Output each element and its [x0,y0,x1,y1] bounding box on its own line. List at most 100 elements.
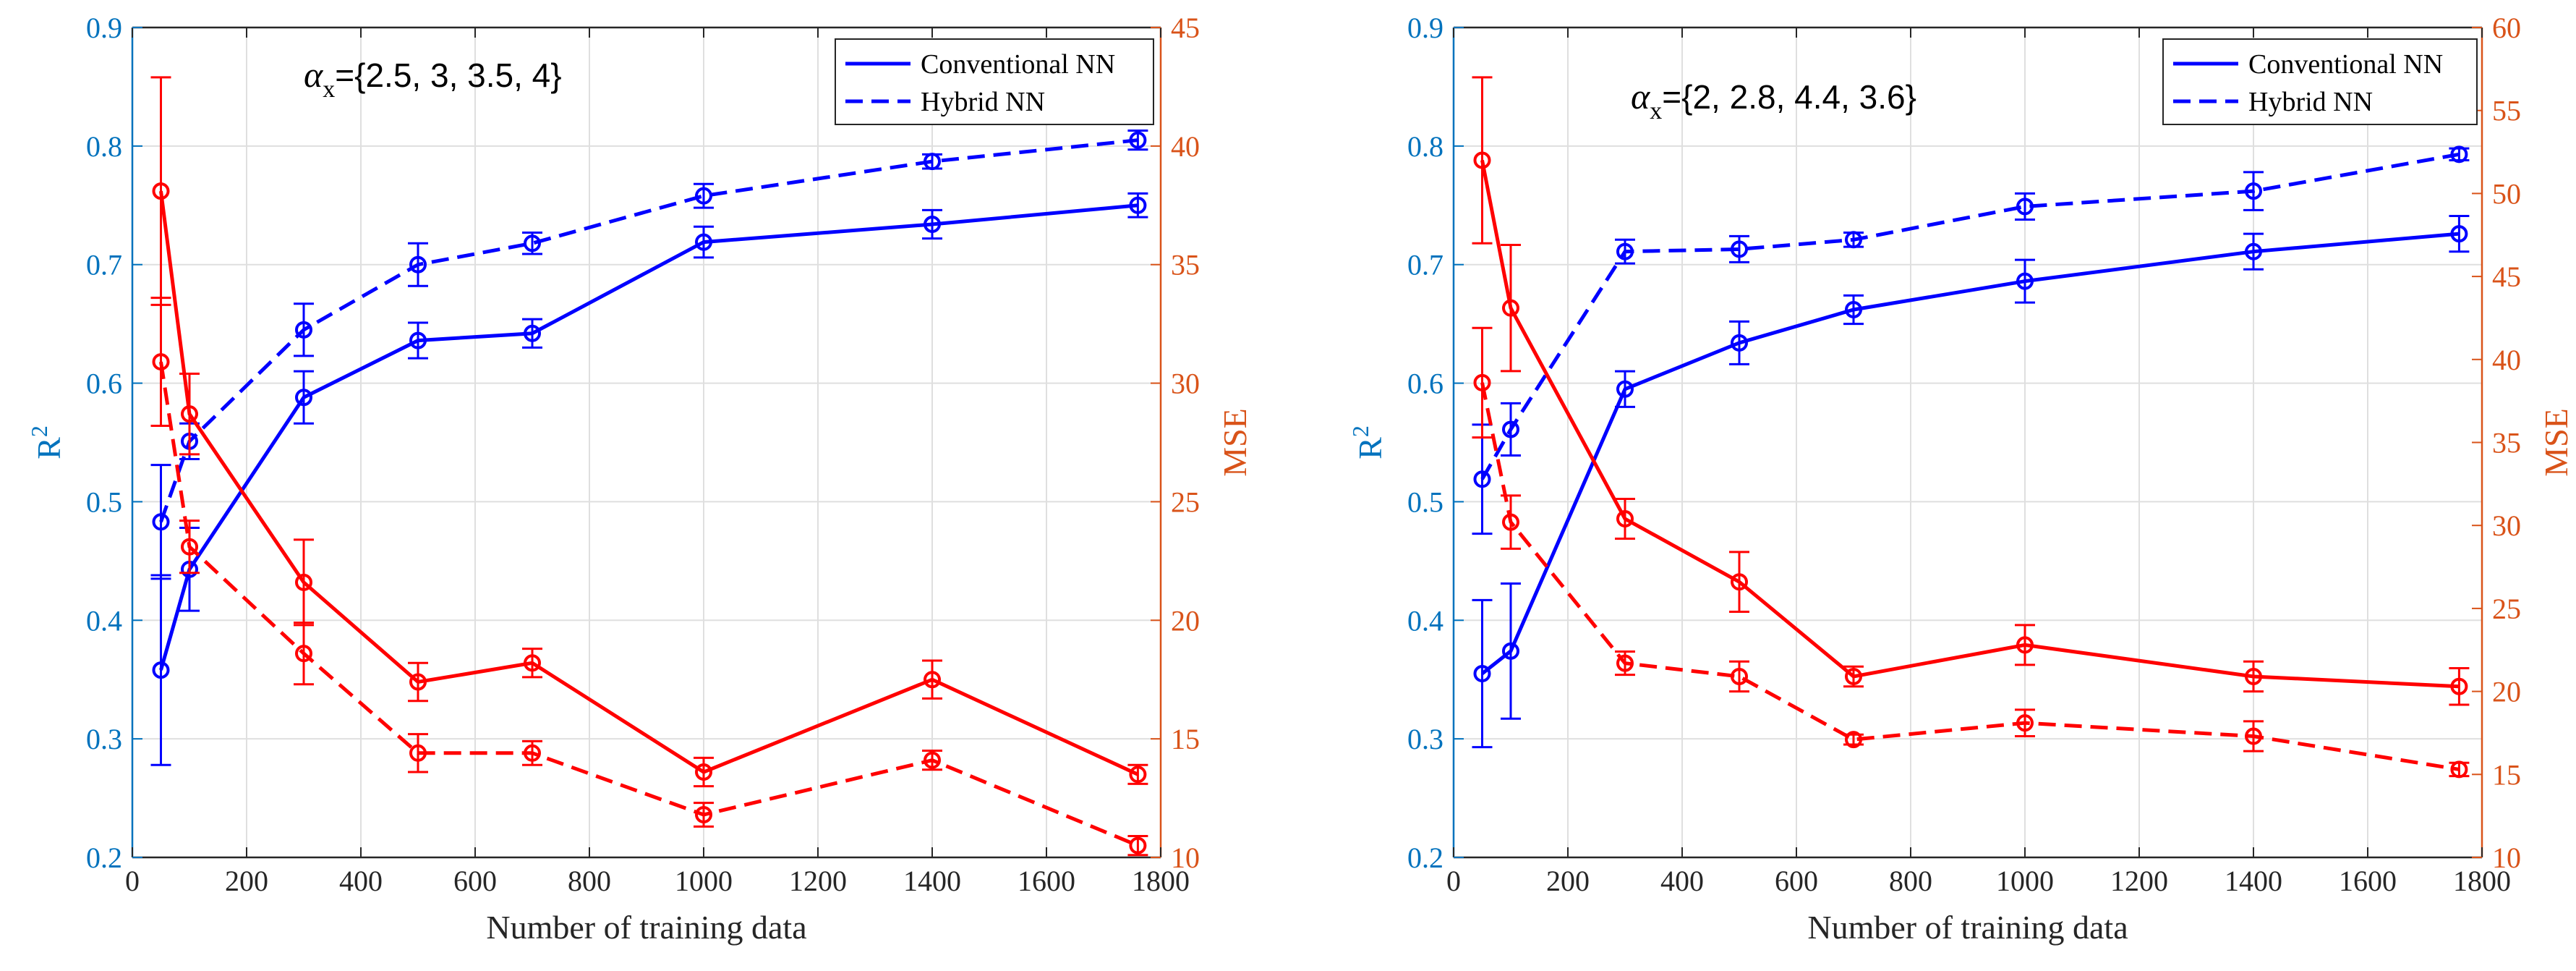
right-y-tick-label: 25 [1171,486,1200,518]
data-point [1473,373,1491,391]
data-point [295,645,312,663]
data-point [1616,510,1634,528]
grid [1453,27,2483,858]
right-y-tick-label: 35 [2492,427,2521,459]
legend-entry: Hybrid NN [2248,87,2373,117]
data-point [1845,300,1862,318]
data-point [524,234,541,253]
data-point [695,187,712,205]
data-point [1502,513,1519,531]
left-y-tick-label: 0.5 [86,486,122,518]
data-point [181,538,198,556]
x-tick-label: 1600 [2339,865,2397,897]
series-4 [1472,326,2470,779]
data-point [152,661,170,679]
x-tick-label: 1400 [2225,865,2282,897]
series-3 [150,76,1148,788]
left-y-tick-label: 0.5 [1407,486,1443,518]
legend: Conventional NN Hybrid NN [2162,38,2478,125]
left-y-tick-label: 0.8 [1407,130,1443,163]
x-tick-label: 1800 [1132,865,1190,897]
x-tick-label: 1000 [1996,865,2054,897]
data-point [1502,642,1519,660]
right-y-tick-label: 30 [1171,368,1200,400]
x-tick-label: 200 [225,865,268,897]
data-point [1502,420,1519,438]
data-point [1502,299,1519,317]
x-tick-label: 1200 [789,865,847,897]
x-tick-label: 1600 [1018,865,1075,897]
legend-box [2162,38,2478,125]
data-point [2016,272,2034,290]
data-point [1845,667,1862,685]
x-tick-label: 400 [1660,865,1704,897]
data-point [1731,240,1748,258]
data-point [695,763,712,781]
x-tick-label: 1400 [903,865,961,897]
chart-panel-1: 0 200 400 600 800 1000 1200 1400 1600 1800 0.2 0.3 0… [26,12,1253,946]
legend-entry: Conventional NN [921,49,1115,80]
left-y-tick-label: 0.6 [86,368,122,400]
left-y-tick-label: 0.9 [1407,12,1443,44]
data-point [2016,198,2034,216]
data-point [1616,242,1634,260]
data-point [695,233,712,251]
series-2 [1472,145,2470,535]
series-1 [150,192,1148,766]
right-y-tick-label: 40 [2492,344,2521,376]
x-tick-label: 1800 [2453,865,2511,897]
left-y-tick-label: 0.2 [1407,841,1443,874]
data-point [1129,131,1147,149]
series-1 [1472,215,2470,749]
left-y-tick-label: 0.9 [86,12,122,44]
data-point [295,389,312,407]
right-y-tick-label: 30 [2492,509,2521,542]
series-3 [1472,76,2470,706]
data-point [524,744,541,762]
right-y-tick-label: 10 [2492,841,2521,874]
right-y-axis-label: MSE [2538,408,2575,477]
series-line [1480,232,2460,675]
x-tick-label: 600 [453,865,497,897]
right-y-tick-label: 60 [2492,12,2521,44]
data-point [2450,225,2468,243]
data-point [924,751,941,769]
right-y-tick-label: 55 [2492,95,2521,127]
left-y-tick-label: 0.4 [86,604,122,637]
left-y-tick-label: 0.2 [86,841,122,874]
series-line [159,138,1138,523]
chart-panel-2: 0 200 400 600 800 1000 1200 1400 1600 1800 0.2 0.3 0… [1347,12,2575,946]
x-axis-label: Number of training data [486,909,806,946]
alpha-annotation: αx={2.5, 3, 3.5, 4} [304,54,562,103]
right-y-tick-label: 10 [1171,841,1200,874]
legend-box [835,38,1154,125]
series-4 [150,297,1148,857]
left-y-axis-label: R2 [26,425,67,459]
x-tick-label: 800 [1889,865,1932,897]
data-point [524,324,541,342]
x-tick-label: 600 [1775,865,1818,897]
left-y-axis-label: R2 [1347,425,1389,459]
right-y-tick-label: 50 [2492,177,2521,210]
data-point [1473,470,1491,488]
data-point [152,182,170,200]
right-y-tick-label: 35 [1171,249,1200,281]
data-point [2450,760,2468,779]
right-y-tick-label: 15 [1171,723,1200,755]
x-tick-label: 0 [125,865,140,897]
left-y-tick-label: 0.3 [86,723,122,755]
data-point [1473,151,1491,169]
data-point [295,321,312,339]
left-y-tick-label: 0.7 [86,249,122,281]
data-point [1129,196,1147,214]
data-point [2450,677,2468,695]
data-point [2245,667,2262,685]
right-y-tick-label: 20 [2492,676,2521,708]
left-y-tick-label: 0.6 [1407,368,1443,400]
data-point [1129,836,1147,855]
left-y-tick-label: 0.8 [86,130,122,163]
data-point [409,744,427,762]
data-point [1129,766,1147,784]
x-tick-label: 200 [1546,865,1590,897]
